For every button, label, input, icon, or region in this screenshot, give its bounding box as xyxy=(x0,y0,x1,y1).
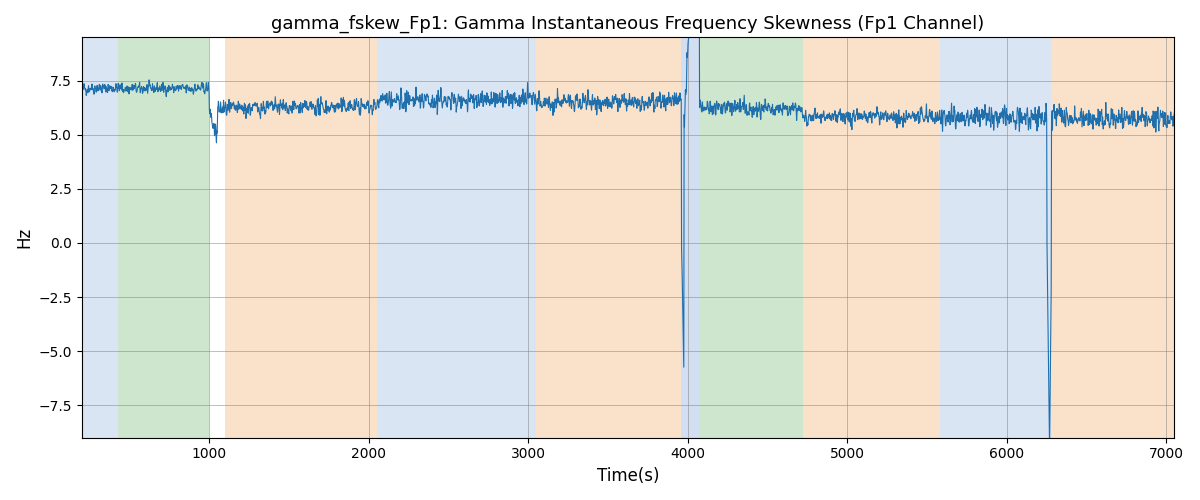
Title: gamma_fskew_Fp1: Gamma Instantaneous Frequency Skewness (Fp1 Channel): gamma_fskew_Fp1: Gamma Instantaneous Fre… xyxy=(271,15,985,34)
Bar xyxy=(536,38,682,438)
Bar xyxy=(226,38,377,438)
Bar xyxy=(82,38,119,438)
Bar xyxy=(940,38,1051,438)
X-axis label: Time(s): Time(s) xyxy=(596,467,659,485)
Bar xyxy=(119,38,209,438)
Bar xyxy=(682,38,700,438)
Bar xyxy=(1051,38,1175,438)
Bar xyxy=(377,38,536,438)
Bar xyxy=(700,38,803,438)
Y-axis label: Hz: Hz xyxy=(14,227,34,248)
Bar xyxy=(803,38,940,438)
